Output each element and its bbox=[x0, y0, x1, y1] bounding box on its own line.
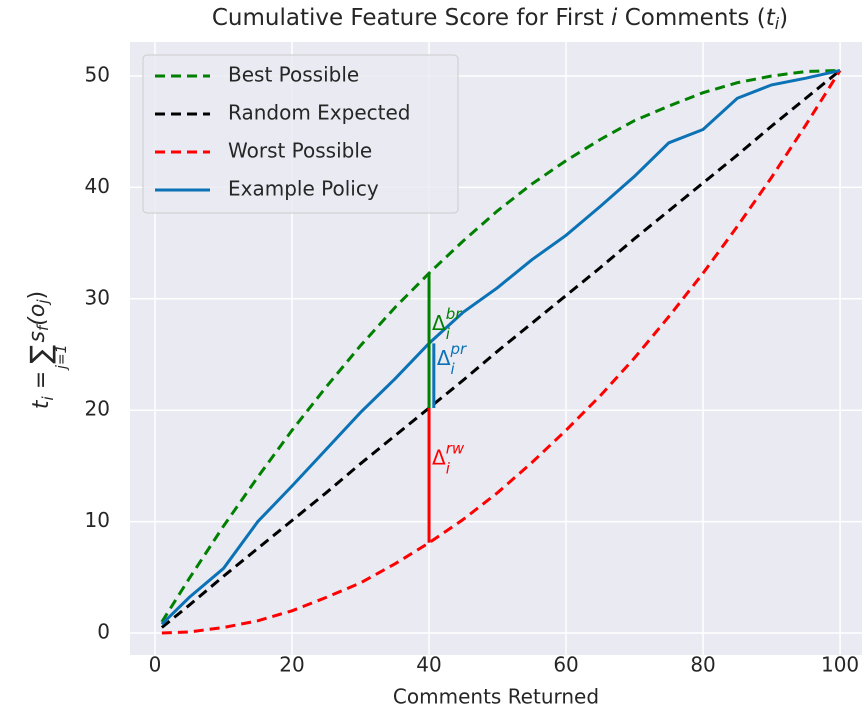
annotation-sup: br bbox=[446, 304, 463, 322]
x-tick-label: 60 bbox=[553, 653, 578, 677]
ylabel-part: i bbox=[39, 395, 57, 400]
annotation-sub: i bbox=[451, 359, 456, 377]
annotation-sub: i bbox=[446, 324, 451, 342]
y-tick-label: 20 bbox=[85, 397, 110, 421]
y-tick-label: 10 bbox=[85, 508, 110, 532]
ylabel-part: j bbox=[34, 299, 52, 306]
annotation-label: Δpr i bbox=[437, 339, 467, 377]
annotation-label: Δrw i bbox=[432, 439, 465, 477]
legend-label: Example Policy bbox=[228, 177, 379, 201]
legend-label: Random Expected bbox=[228, 101, 410, 125]
annotation-base: Δ bbox=[432, 445, 446, 469]
ylabel-part: ) bbox=[25, 291, 50, 300]
y-tick-label: 30 bbox=[85, 285, 110, 309]
x-tick-label: 20 bbox=[279, 653, 304, 677]
ylabel-part: j=1 bbox=[54, 344, 70, 371]
series-line bbox=[160, 68, 841, 623]
ylabel-part: (o bbox=[25, 304, 50, 326]
x-tick-label: 80 bbox=[690, 653, 715, 677]
series-line bbox=[161, 69, 842, 635]
annotation-sub: i bbox=[446, 459, 451, 477]
y-tick-label: 40 bbox=[85, 174, 110, 198]
ylabel-part: f bbox=[34, 323, 52, 331]
annotation-base: Δ bbox=[432, 310, 446, 334]
title-part: t bbox=[766, 5, 776, 31]
title-part: Comments ( bbox=[617, 5, 765, 31]
title-part: i bbox=[775, 14, 780, 33]
annotation-base: Δ bbox=[437, 345, 451, 369]
title-part: Cumulative Feature Score for First bbox=[212, 5, 611, 31]
annotation-label: Δbr i bbox=[432, 304, 462, 342]
title-part: i bbox=[611, 5, 618, 31]
x-tick-label: 100 bbox=[821, 653, 859, 677]
annotation-sup: pr bbox=[450, 339, 468, 357]
series-line bbox=[160, 68, 841, 626]
ylabel-part: t bbox=[29, 399, 54, 409]
x-tick-label: 40 bbox=[416, 653, 441, 677]
series-line bbox=[160, 69, 842, 629]
x-tick-label: 0 bbox=[149, 653, 162, 677]
y-axis-label: ti = ∑j=1 sf(oj) bbox=[24, 291, 70, 409]
y-tick-label: 0 bbox=[97, 620, 110, 644]
legend-label: Best Possible bbox=[228, 63, 359, 87]
ylabel-part: ∑ bbox=[24, 345, 57, 364]
title-part: ) bbox=[779, 5, 788, 31]
ylabel-part: s bbox=[25, 331, 50, 342]
y-tick-label: 50 bbox=[85, 62, 110, 86]
chart-title: Cumulative Feature Score for First i Com… bbox=[212, 5, 788, 33]
legend-box bbox=[142, 54, 459, 214]
ylabel-part: = bbox=[29, 364, 54, 396]
annotation-sup: rw bbox=[446, 439, 465, 457]
x-axis-label: Comments Returned bbox=[393, 685, 599, 709]
legend-label: Worst Possible bbox=[228, 139, 372, 163]
